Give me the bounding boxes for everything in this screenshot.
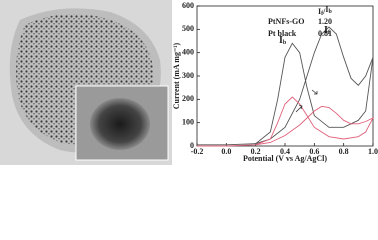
tem-image (0, 0, 172, 165)
y-tick-label: 300 (182, 71, 194, 80)
legend-ratio: 0.81 (318, 29, 332, 38)
x-tick-label: 0.6 (309, 147, 319, 156)
y-tick-label: 400 (182, 47, 194, 56)
y-tick-label: 0 (190, 141, 194, 150)
legend-ratio: 1.20 (318, 17, 332, 26)
legend-header-part: / (322, 7, 326, 16)
legend-header-part: f (321, 11, 324, 17)
x-tick-label: 0.4 (280, 147, 290, 156)
arrow (295, 104, 303, 113)
x-tick-label: -0.2 (191, 147, 204, 156)
peak-annotation: If (324, 25, 331, 36)
x-axis-label: Potential (V vs Ag/AgCl) (243, 154, 327, 163)
x-tick-label: 0.8 (339, 147, 349, 156)
peak-annotation: Ib (279, 35, 287, 46)
plot-frame (196, 5, 374, 147)
arrow (311, 89, 318, 95)
y-tick-label: 600 (182, 1, 194, 10)
legend-header-part: b (328, 9, 332, 15)
y-tick-label: 500 (182, 24, 194, 33)
annotation-main: I (324, 25, 328, 36)
y-tick-label: 100 (182, 117, 194, 126)
x-tick-label: 0.0 (221, 147, 231, 156)
cv-curve (197, 96, 375, 147)
legend-header-part: I (318, 7, 321, 16)
legend-label: Pt black (268, 29, 297, 38)
y-axis-label: Current (mA mg⁻¹) (172, 42, 181, 109)
legend-header-part: I (325, 5, 328, 14)
annotation-sub: b (283, 40, 287, 46)
y-tick-label: 200 (182, 94, 194, 103)
legend-header: If/Ib (318, 5, 332, 18)
figure: Potential (V vs Ag/AgCl) Current (mA mg⁻… (0, 0, 378, 165)
cv-curve (197, 26, 374, 146)
annotation-main: I (279, 35, 283, 46)
x-tick-label: 1.0 (368, 147, 378, 156)
x-tick-label: 0.2 (251, 147, 261, 156)
annotation-sub: f (328, 30, 331, 36)
legend-label: PtNFs-GO (268, 17, 304, 26)
